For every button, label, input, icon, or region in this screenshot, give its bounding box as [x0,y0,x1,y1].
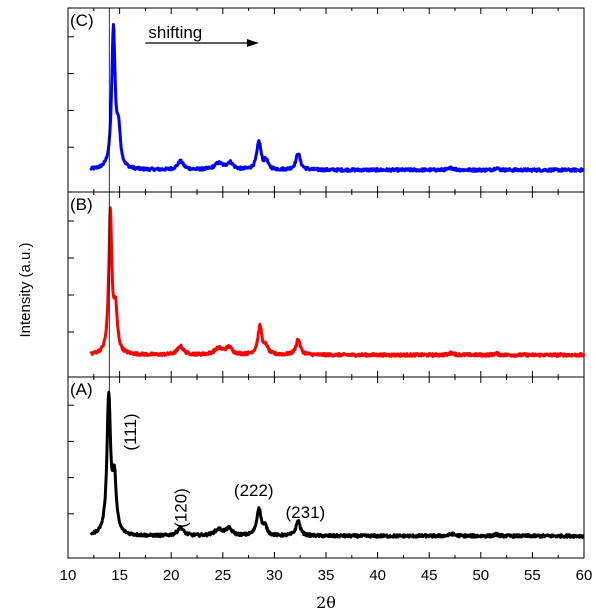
panel-c: (C) [67,7,585,193]
panel-frame [67,7,585,193]
series-line-b [89,206,586,358]
series-line-c [89,23,585,173]
panel-label: (C) [70,11,94,30]
x-axis-title: 2θ [316,593,336,612]
peak-label: (111) [121,413,140,450]
series-line-a [89,390,585,539]
shifting-arrowhead [246,39,259,47]
x-tick-label: 60 [576,567,593,584]
panel-label: (B) [70,195,93,214]
x-tick-label: 35 [318,567,335,584]
x-tick-label: 15 [111,567,128,584]
x-tick-label: 40 [369,567,386,584]
panel-label: (A) [70,380,93,399]
y-axis-title: Intensity (a.u.) [17,242,34,337]
shifting-label: shifting [148,23,202,42]
panel-b: (B) [67,191,586,378]
peak-label: (120) [171,488,190,528]
panel-frame [67,191,585,378]
peak-label: (231) [286,503,326,522]
x-tick-label: 30 [266,567,283,584]
x-tick-label: 50 [472,567,489,584]
panel-a: (A) (111) (120) (222) (231) [67,376,585,559]
x-tick-label: 20 [163,567,180,584]
x-tick-label: 45 [421,567,438,584]
x-tick-label: 55 [524,567,541,584]
x-tick-label: 10 [60,567,77,584]
shifting-annotation: shifting [145,23,259,47]
peak-label: (222) [234,481,274,500]
panel-frame [67,376,585,559]
x-tick-label: 25 [214,567,231,584]
